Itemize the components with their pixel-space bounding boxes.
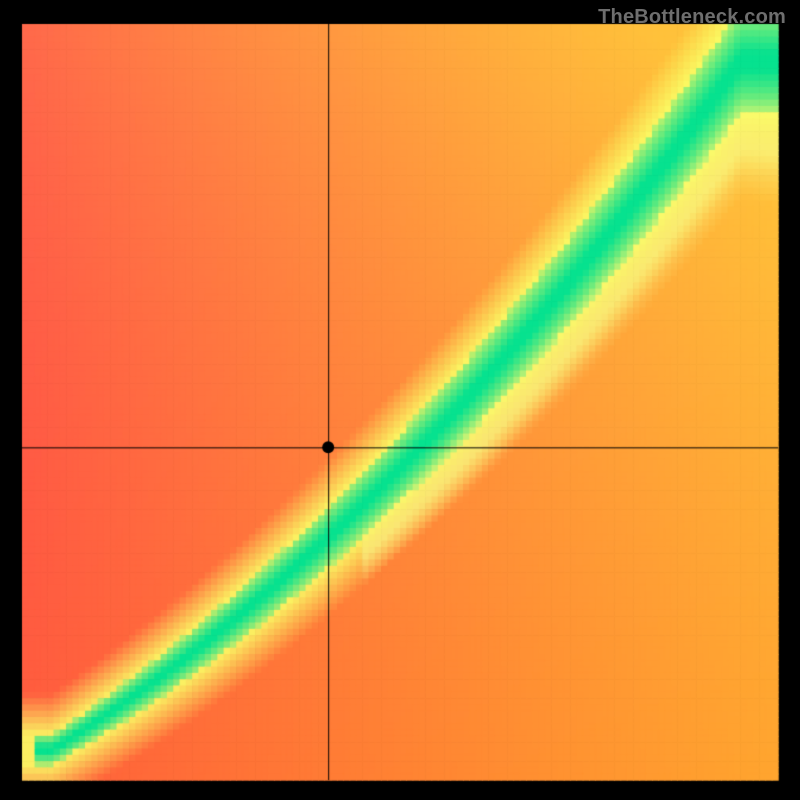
bottleneck-heatmap-canvas [0,0,800,800]
watermark-text: TheBottleneck.com [598,6,786,29]
chart-container: TheBottleneck.com [0,0,800,800]
